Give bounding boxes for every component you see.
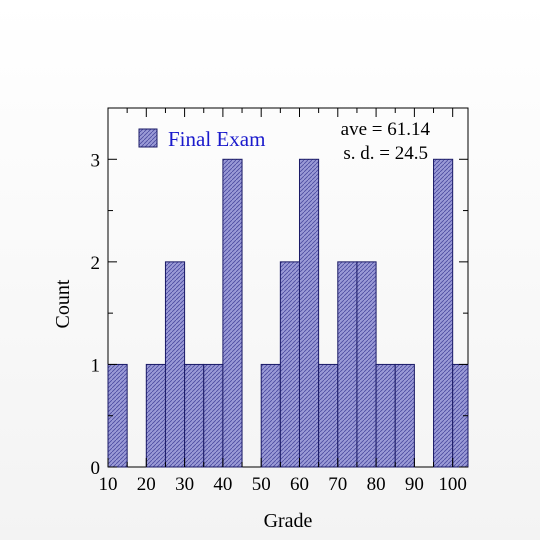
x-tick-label: 10 [99,474,118,495]
bar-7 [279,261,300,468]
x-tick-label: 80 [367,474,386,495]
legend-swatch [138,128,158,148]
y-tick-label: 0 [91,458,101,479]
bar-12 [375,363,396,468]
bar-1 [145,363,166,468]
x-tick-label: 50 [252,474,271,495]
bar-4 [203,363,224,468]
x-tick-label: 70 [328,474,347,495]
x-tick-label: 40 [213,474,232,495]
legend-label: Final Exam [168,127,265,151]
y-axis-label: Count [52,279,74,328]
x-tick-label: 20 [137,474,156,495]
x-tick-label: 30 [175,474,194,495]
bar-6 [260,363,281,468]
tick-labels-group: 10 20 30 40 50 60 70 80 90 100 0 1 2 3 [91,150,467,495]
x-tick-label: 60 [290,474,309,495]
x-tick-label: 100 [438,474,467,495]
y-tick-label: 2 [91,253,101,274]
bar-9 [318,363,339,468]
y-tick-label: 3 [91,150,101,171]
bar-14 [433,158,454,468]
x-axis-label: Grade [264,510,313,532]
annotation-average: ave = 61.14 [341,119,431,140]
bar-5 [222,158,243,468]
bar-11 [356,261,377,468]
bar-2 [164,261,186,468]
bar-8 [298,158,320,468]
bar-10 [337,261,358,468]
bars-group [107,158,469,468]
annotation-std-dev: s. d. = 24.5 [343,143,428,164]
x-tick-label: 90 [405,474,424,495]
bar-3 [184,363,205,468]
bar-13 [394,363,415,468]
ticks-group [107,107,468,468]
y-tick-label: 1 [91,355,101,376]
